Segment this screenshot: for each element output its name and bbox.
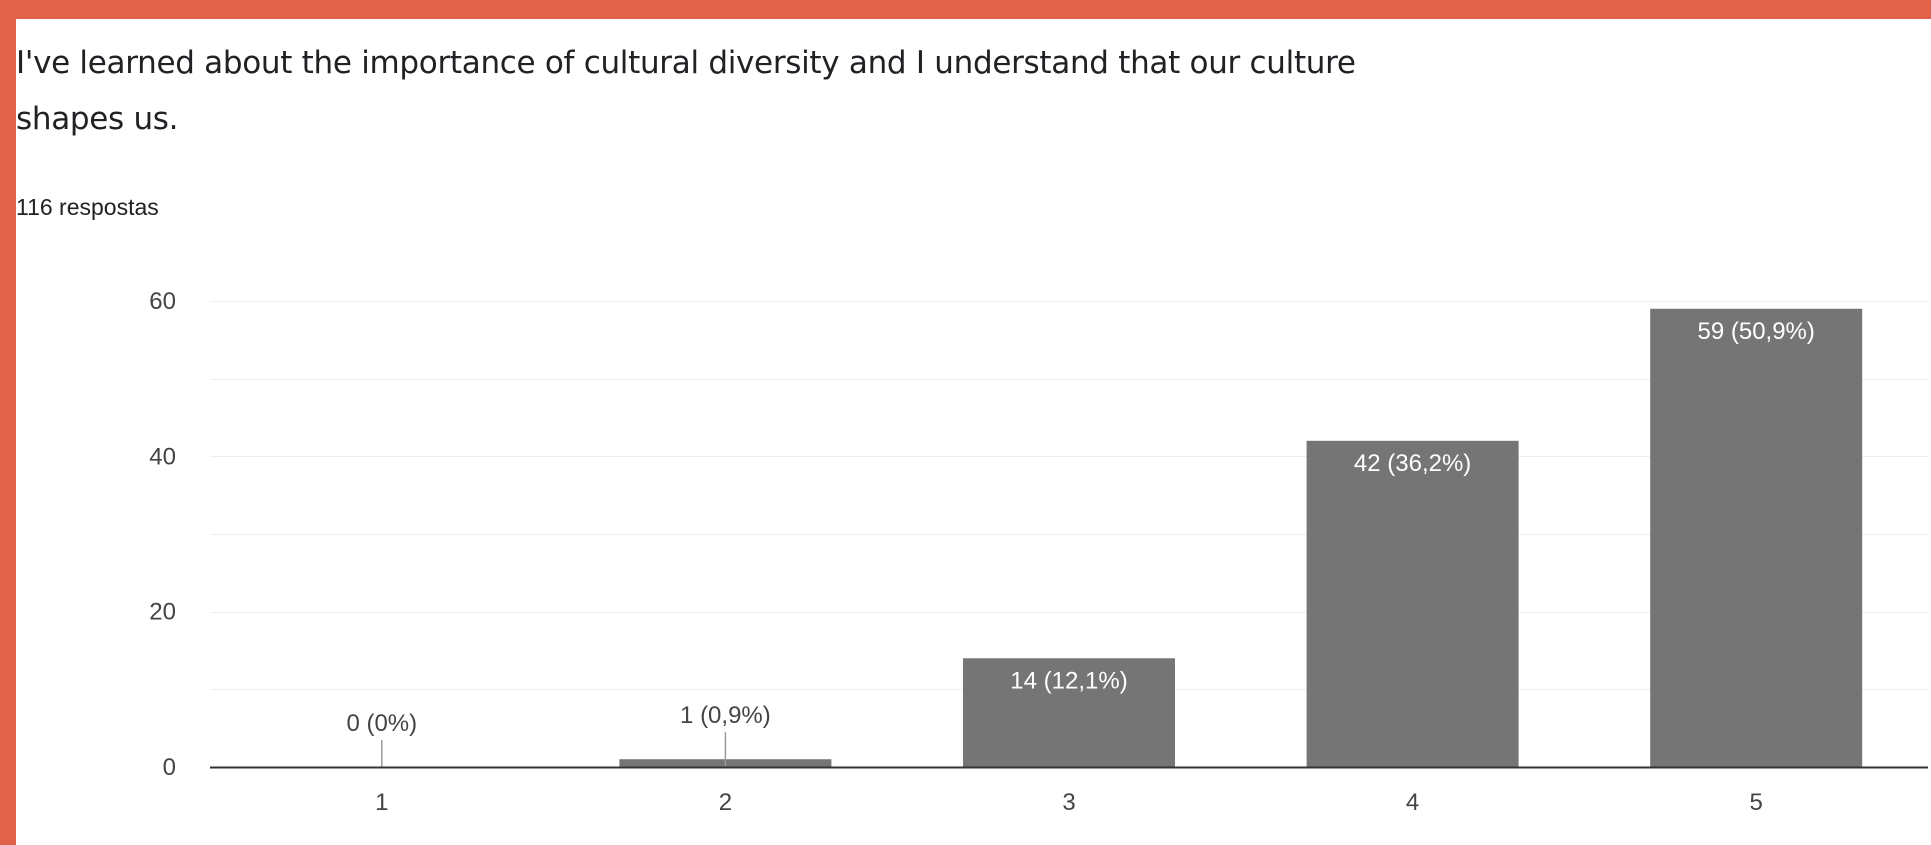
bar bbox=[963, 658, 1175, 767]
question-card: I've learned about the importance of cul… bbox=[16, 19, 1931, 845]
x-tick-label: 3 bbox=[1062, 789, 1075, 816]
data-label: 1 (0,9%) bbox=[680, 702, 771, 729]
question-line-1: I've learned about the importance of cul… bbox=[16, 45, 1356, 81]
question-line-2: shapes us. bbox=[16, 101, 179, 137]
bar bbox=[1650, 308, 1863, 767]
y-tick-label: 60 bbox=[149, 288, 176, 315]
x-tick-label: 4 bbox=[1406, 789, 1419, 816]
x-tick-label: 1 bbox=[375, 789, 388, 816]
question-title: I've learned about the importance of cul… bbox=[16, 35, 1716, 147]
data-label: 59 (50,9%) bbox=[1697, 318, 1814, 345]
y-tick-label: 40 bbox=[149, 443, 176, 470]
x-tick-label: 2 bbox=[719, 789, 732, 816]
data-label: 14 (12,1%) bbox=[1010, 667, 1127, 694]
data-label: 42 (36,2%) bbox=[1354, 450, 1471, 477]
y-tick-label: 0 bbox=[163, 754, 176, 781]
bar bbox=[1306, 440, 1519, 767]
x-tick-label: 5 bbox=[1750, 789, 1763, 816]
response-count: 116 respostas bbox=[16, 194, 159, 220]
y-tick-label: 20 bbox=[149, 599, 176, 626]
bar-chart: 0 20 40 60 0 (0%) 1 1 (0,9%) 2 14 (12,1%) 3 42 (36… bbox=[149, 288, 1928, 816]
data-label: 0 (0%) bbox=[346, 710, 417, 737]
